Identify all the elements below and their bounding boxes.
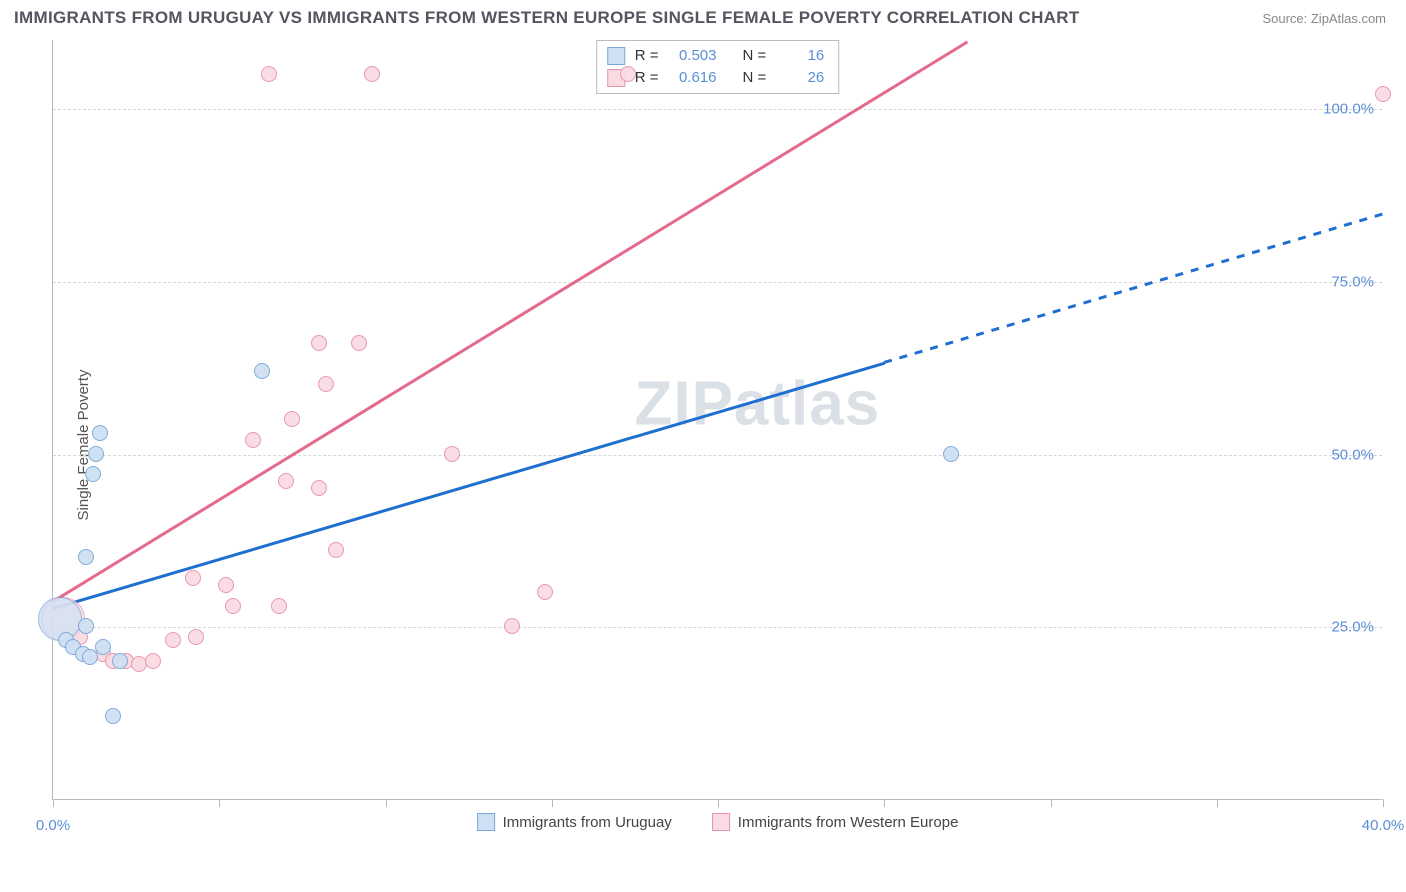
chart-title: IMMIGRANTS FROM URUGUAY VS IMMIGRANTS FR… <box>14 8 1080 28</box>
trend-line <box>53 361 885 609</box>
x-tick <box>1217 799 1218 807</box>
y-tick-label: 100.0% <box>1323 101 1374 118</box>
plot-area: ZIPatlas R = 0.503 N = 16 R = 0.616 N = … <box>52 40 1382 800</box>
gridline <box>53 109 1382 110</box>
watermark: ZIPatlas <box>634 369 880 440</box>
gridline <box>53 282 1382 283</box>
data-point-western-europe <box>318 376 334 392</box>
source-label: Source: ZipAtlas.com <box>1262 11 1386 26</box>
trend-line <box>52 40 968 602</box>
data-point-western-europe <box>328 542 344 558</box>
data-point-uruguay <box>85 466 101 482</box>
data-point-western-europe <box>504 618 520 634</box>
data-point-western-europe <box>218 577 234 593</box>
gridline <box>53 455 1382 456</box>
legend-swatch-we <box>712 813 730 831</box>
watermark-zip: ZIP <box>634 370 733 439</box>
n-label: N = <box>743 45 767 67</box>
n-value-we: 26 <box>776 67 824 89</box>
bottom-legend: Immigrants from Uruguay Immigrants from … <box>477 813 959 831</box>
data-point-uruguay <box>943 446 959 462</box>
stats-row-uruguay: R = 0.503 N = 16 <box>607 45 825 67</box>
x-tick <box>53 799 54 807</box>
legend-item-uruguay: Immigrants from Uruguay <box>477 813 672 831</box>
data-point-western-europe <box>165 632 181 648</box>
y-tick-label: 25.0% <box>1331 619 1374 636</box>
x-tick-label: 40.0% <box>1362 817 1405 834</box>
r-value-uruguay: 0.503 <box>669 45 717 67</box>
data-point-uruguay <box>82 649 98 665</box>
data-point-western-europe <box>537 584 553 600</box>
x-tick <box>884 799 885 807</box>
data-point-western-europe <box>271 598 287 614</box>
legend-label-we: Immigrants from Western Europe <box>738 814 959 831</box>
x-tick <box>552 799 553 807</box>
data-point-western-europe <box>245 432 261 448</box>
x-tick <box>718 799 719 807</box>
data-point-uruguay <box>92 425 108 441</box>
x-tick <box>1383 799 1384 807</box>
legend-swatch-uruguay <box>477 813 495 831</box>
gridline <box>53 627 1382 628</box>
swatch-uruguay <box>607 47 625 65</box>
data-point-western-europe <box>1375 86 1391 102</box>
data-point-western-europe <box>225 598 241 614</box>
data-point-western-europe <box>311 480 327 496</box>
data-point-western-europe <box>620 66 636 82</box>
n-label-2: N = <box>743 67 767 89</box>
x-tick <box>219 799 220 807</box>
data-point-uruguay <box>78 618 94 634</box>
data-point-western-europe <box>311 335 327 351</box>
legend-item-we: Immigrants from Western Europe <box>712 813 959 831</box>
data-point-uruguay <box>95 639 111 655</box>
r-value-we: 0.616 <box>669 67 717 89</box>
data-point-western-europe <box>351 335 367 351</box>
n-value-uruguay: 16 <box>776 45 824 67</box>
data-point-uruguay <box>254 363 270 379</box>
watermark-atlas: atlas <box>734 370 880 439</box>
data-point-western-europe <box>284 411 300 427</box>
data-point-western-europe <box>278 473 294 489</box>
x-tick <box>1051 799 1052 807</box>
stats-row-we: R = 0.616 N = 26 <box>607 67 825 89</box>
y-tick-label: 50.0% <box>1331 446 1374 463</box>
data-point-western-europe <box>444 446 460 462</box>
chart-container: Single Female Poverty ZIPatlas R = 0.503… <box>14 40 1392 850</box>
data-point-western-europe <box>261 66 277 82</box>
data-point-uruguay <box>88 446 104 462</box>
data-point-western-europe <box>364 66 380 82</box>
x-tick-label: 0.0% <box>36 817 70 834</box>
data-point-western-europe <box>145 653 161 669</box>
x-tick <box>386 799 387 807</box>
y-tick-label: 75.0% <box>1331 273 1374 290</box>
data-point-uruguay <box>112 653 128 669</box>
data-point-western-europe <box>188 629 204 645</box>
data-point-uruguay <box>78 549 94 565</box>
data-point-uruguay <box>105 708 121 724</box>
r-label-2: R = <box>635 67 659 89</box>
data-point-western-europe <box>185 570 201 586</box>
legend-label-uruguay: Immigrants from Uruguay <box>503 814 672 831</box>
r-label: R = <box>635 45 659 67</box>
trend-line <box>884 213 1383 364</box>
